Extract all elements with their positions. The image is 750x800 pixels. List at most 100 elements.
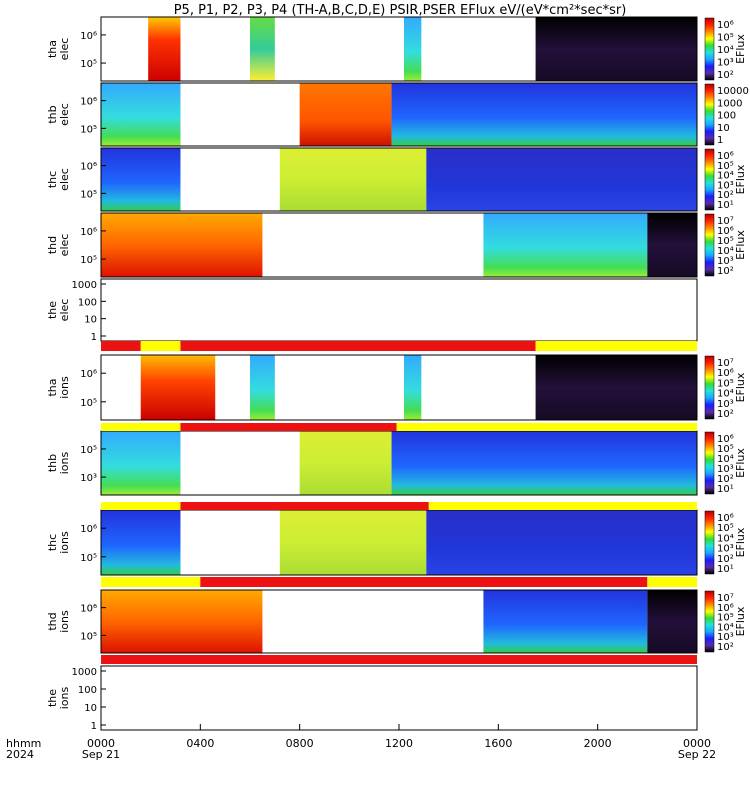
- colorbar-tick: 10⁶: [717, 434, 734, 445]
- x-tick-label: 0400: [186, 737, 214, 750]
- colorbar-tick: 10²: [717, 554, 734, 565]
- colorbar-label: EFlux: [734, 372, 747, 402]
- mode-bar-segment: [647, 577, 697, 587]
- colorbar-label: EFlux: [734, 527, 747, 557]
- colorbar-tick: 10⁷: [717, 358, 734, 369]
- year-label: 2024: [6, 748, 34, 761]
- y-tick-label: 10³: [80, 473, 97, 484]
- colorbar-tick: 10⁵: [717, 523, 734, 534]
- y-tick-label: 1000: [72, 667, 97, 678]
- colorbar-tick: 10³: [717, 58, 734, 69]
- colorbar-tick: 10¹: [717, 484, 734, 495]
- spectrogram-block: [483, 590, 648, 653]
- y-tick-label: 10⁵: [80, 59, 97, 70]
- y-tick-label: 1000: [72, 280, 97, 291]
- colorbar-tick: 10³: [717, 632, 734, 643]
- colorbar-tick: 10⁶: [717, 513, 734, 524]
- spectrogram-block: [140, 355, 216, 420]
- mode-bar: [101, 423, 697, 431]
- colorbar-tick: 10³: [717, 399, 734, 410]
- y-tick-label: 100: [78, 685, 97, 696]
- y-axis-label: thaelec: [46, 38, 71, 61]
- spectrogram-block: [391, 83, 697, 146]
- colorbar-tick: 10⁵: [717, 33, 734, 44]
- y-tick-label: 10⁶: [80, 31, 97, 42]
- x-tick-label: 1200: [385, 737, 413, 750]
- mode-bar-segment: [428, 502, 697, 510]
- mode-bar-segment: [101, 577, 201, 587]
- colorbar: [704, 17, 715, 81]
- colorbar-tick: 10⁷: [717, 216, 734, 227]
- colorbar-tick: 10⁴: [717, 389, 734, 400]
- colorbar-tick: 10¹: [717, 200, 734, 211]
- mode-bar: [101, 577, 697, 587]
- colorbar: [704, 83, 715, 146]
- y-tick-label: 10⁵: [80, 398, 97, 409]
- y-tick-label: 10: [84, 315, 97, 326]
- colorbar-tick: 10⁶: [717, 151, 734, 162]
- y-tick-label: 10⁶: [80, 227, 97, 238]
- colorbar: [704, 431, 715, 495]
- mode-bar-segment: [180, 341, 536, 351]
- colorbar-tick: 100: [717, 111, 736, 122]
- colorbar-tick: 10⁵: [717, 378, 734, 389]
- spectrogram-block: [535, 17, 697, 81]
- colorbar-tick: 10²: [717, 642, 734, 653]
- colorbar-tick: 10⁴: [717, 45, 734, 56]
- y-tick-label: 10⁵: [80, 445, 97, 456]
- y-tick-label: 10⁶: [80, 524, 97, 535]
- spectrogram-block: [279, 148, 427, 211]
- x-tick-label: 0000: [683, 737, 711, 750]
- spectrogram-block: [403, 17, 422, 81]
- colorbar: [704, 590, 715, 653]
- x-tick-label: 1600: [484, 737, 512, 750]
- colorbar-tick: 10²: [717, 409, 734, 420]
- spectrogram-block: [279, 510, 427, 575]
- spectrogram-block: [647, 213, 697, 277]
- spectrogram-block: [101, 83, 181, 146]
- y-tick-label: 10⁵: [80, 255, 97, 266]
- panel-background: [101, 279, 697, 341]
- colorbar-tick: 10000: [717, 86, 749, 97]
- y-tick-label: 10⁵: [80, 631, 97, 642]
- spectrogram-block: [403, 355, 422, 420]
- colorbar-tick: 10⁷: [717, 593, 734, 604]
- colorbar-tick: 10⁶: [717, 603, 734, 614]
- mode-bar-segment: [101, 341, 141, 351]
- panel-frame: [100, 16, 698, 82]
- colorbar-tick: 10³: [717, 464, 734, 475]
- colorbar-tick: 1000: [717, 98, 742, 109]
- mode-bar: [101, 341, 697, 351]
- y-axis-label: thaions: [46, 376, 71, 399]
- colorbar-tick: 1: [717, 135, 723, 146]
- figure-title: P5, P1, P2, P3, P4 (TH-A,B,C,D,E) PSIR,P…: [174, 3, 627, 18]
- date-label-end: Sep 22: [678, 748, 716, 761]
- time-axis-label: hhmm: [6, 737, 41, 750]
- colorbar-tick: 10²: [717, 190, 734, 201]
- colorbar-tick: 10³: [717, 180, 734, 191]
- y-axis-label: thcelec: [46, 168, 71, 191]
- y-tick-label: 10⁶: [80, 604, 97, 615]
- colorbar-label: EFlux: [734, 230, 747, 260]
- y-tick-label: 10⁶: [80, 97, 97, 108]
- spectrogram-block: [101, 590, 263, 653]
- colorbar-tick: 10²: [717, 266, 734, 277]
- spectrogram-block: [483, 213, 648, 277]
- colorbar: [704, 213, 715, 277]
- mode-bar-segment: [101, 655, 697, 664]
- y-axis-label: theelec: [46, 299, 71, 322]
- spectrogram-block: [101, 213, 263, 277]
- mode-bar-segment: [396, 423, 697, 431]
- y-tick-label: 10⁵: [80, 124, 97, 135]
- panel-frame: [100, 82, 698, 147]
- spectrogram-block: [426, 148, 697, 211]
- mode-bar-segment: [200, 577, 648, 587]
- y-axis-label: thdions: [46, 610, 71, 633]
- colorbar-tick: 10³: [717, 256, 734, 267]
- y-tick-label: 100: [78, 297, 97, 308]
